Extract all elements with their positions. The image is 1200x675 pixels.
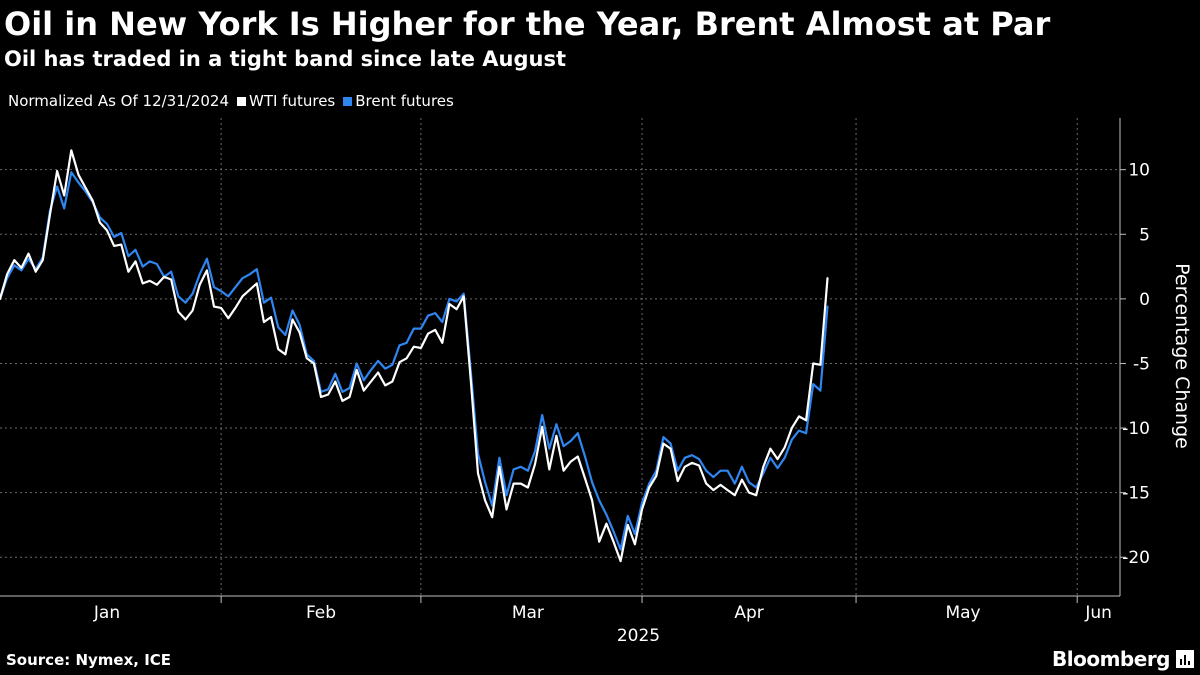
- x-tick-label: Apr: [734, 603, 763, 623]
- series-lines: [0, 149, 829, 563]
- axes: [0, 118, 1126, 603]
- y-tick-label: -15: [1122, 484, 1150, 504]
- legend: Normalized As Of 12/31/2024 WTI futures …: [8, 90, 454, 112]
- y-tick-label: -20: [1122, 548, 1150, 568]
- bar-chart-icon: [1176, 650, 1194, 668]
- y-tick-label: 10: [1128, 161, 1150, 181]
- x-tick-label: May: [945, 603, 980, 623]
- chart-subtitle: Oil has traded in a tight band since lat…: [4, 47, 567, 71]
- legend-label-brent: Brent futures: [355, 92, 454, 110]
- x-year-label: 2025: [617, 626, 660, 646]
- y-tick-label: 0: [1139, 290, 1150, 310]
- legend-label-wti: WTI futures: [249, 92, 336, 110]
- legend-swatch-brent: [343, 96, 353, 106]
- brent-series-line: [0, 171, 829, 551]
- y-axis-title: Percentage Change: [1171, 263, 1193, 449]
- legend-note: Normalized As Of 12/31/2024: [8, 92, 229, 110]
- source-note: Source: Nymex, ICE: [6, 651, 172, 669]
- x-tick-label: Mar: [512, 603, 544, 623]
- x-tick-label: Jun: [1084, 603, 1112, 623]
- x-tick-label: Jan: [93, 603, 120, 623]
- bloomberg-logo: Bloomberg: [1052, 647, 1194, 671]
- gridlines: [0, 118, 1120, 596]
- y-tick-label: -5: [1133, 354, 1150, 374]
- chart-title: Oil in New York Is Higher for the Year, …: [4, 5, 1051, 43]
- axis-labels: 10 5 0 -5 -10 -15 -20 Jan Feb Mar Apr May Jun 2025 Per…: [93, 161, 1193, 646]
- x-tick-label: Feb: [306, 603, 336, 623]
- legend-swatch-wti: [237, 96, 246, 106]
- legend-item-wti: WTI futures: [237, 90, 335, 112]
- y-tick-label: 5: [1139, 225, 1150, 245]
- brand-wordmark: Bloomberg: [1052, 647, 1170, 671]
- wti-series-line: [0, 149, 829, 563]
- legend-item-brent: Brent futures: [343, 90, 454, 112]
- y-tick-label: -10: [1122, 419, 1150, 439]
